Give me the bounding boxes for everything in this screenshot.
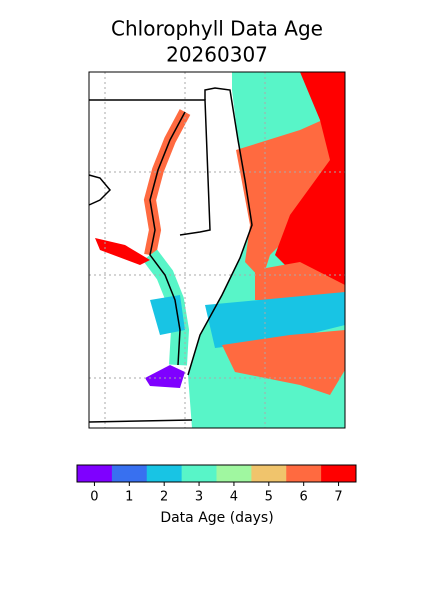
colorbar-tick-label: 7 [334, 490, 342, 505]
date: 20260307 [166, 43, 268, 67]
title: Chlorophyll Data Age [111, 17, 323, 41]
colorbar-segment [251, 465, 287, 482]
map-frame [88, 71, 346, 429]
colorbar-tick-label: 3 [195, 490, 203, 505]
colorbar-tick-label: 2 [160, 490, 168, 505]
ocean-cyan [205, 292, 345, 348]
ocean-orange [222, 330, 345, 395]
colorbar-segment [77, 465, 113, 482]
colorbar-segment [146, 465, 183, 482]
colorbar-tick-label: 6 [300, 490, 308, 505]
ocean-orange [236, 110, 345, 280]
ocean-orange [255, 262, 345, 300]
colorbar-segment [216, 465, 252, 482]
graticule [89, 72, 345, 428]
ocean-red [275, 72, 345, 300]
colorbar: 0 1 2 3 4 5 6 7 [76, 464, 357, 505]
colorbar-tick-label: 4 [230, 490, 238, 505]
colorbar-label: Data Age (days) [160, 510, 273, 526]
colorbar-tick-label: 0 [90, 490, 98, 505]
colorbar-segment [321, 465, 357, 482]
borders [88, 87, 253, 423]
colorbar-tick-label: 1 [125, 490, 133, 505]
colorbar-frame [76, 464, 357, 483]
colorbar-segment [111, 465, 148, 482]
river-red [95, 238, 150, 265]
map [88, 71, 346, 429]
bay-purple [145, 365, 185, 388]
colorbar-segment [181, 465, 217, 482]
colorbar-segment [286, 465, 322, 482]
colorbar-tick-label: 5 [265, 490, 273, 505]
